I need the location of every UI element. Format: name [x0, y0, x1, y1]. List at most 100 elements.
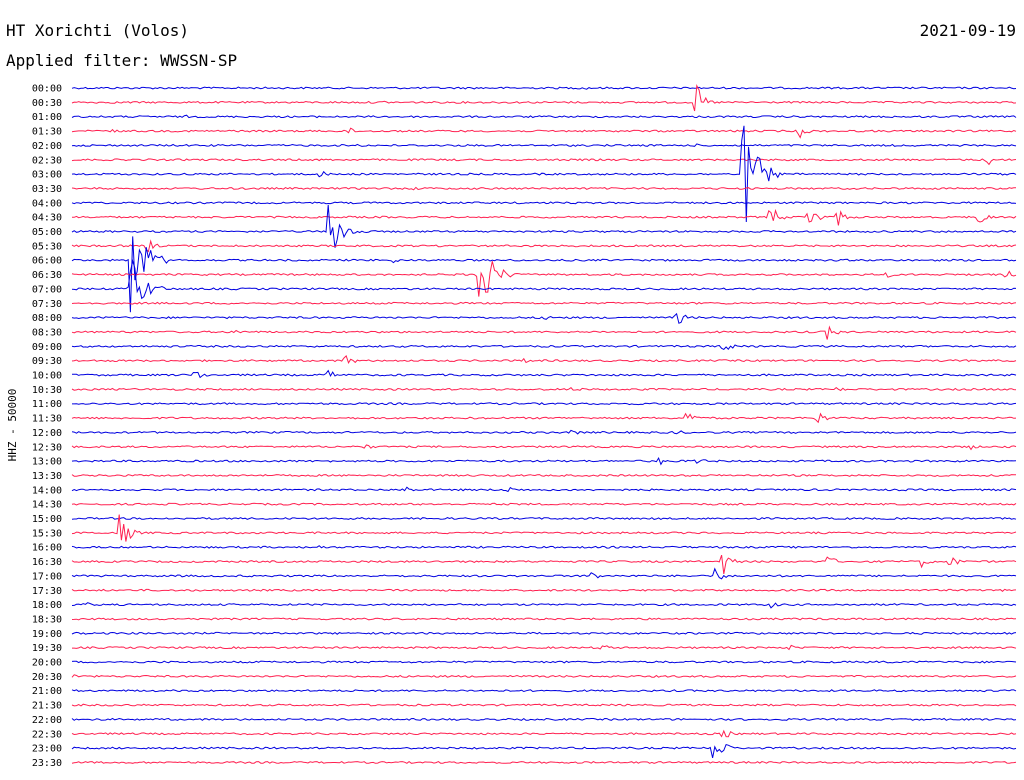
time-label: 03:30 — [32, 184, 62, 195]
time-label: 06:00 — [32, 256, 62, 267]
time-label: 08:30 — [32, 327, 62, 338]
trace-line — [71, 689, 1017, 693]
time-label: 18:00 — [32, 600, 62, 611]
time-label: 13:00 — [32, 457, 62, 468]
trace-line — [71, 502, 1017, 506]
trace-line — [71, 412, 1017, 424]
trace-line — [71, 602, 1017, 609]
trace-line — [71, 354, 1017, 364]
trace-line — [71, 261, 1017, 297]
time-label: 09:30 — [32, 356, 62, 367]
trace-line — [71, 259, 1017, 300]
trace-line — [71, 201, 1017, 205]
time-label: 14:00 — [32, 485, 62, 496]
time-label: 18:30 — [32, 614, 62, 625]
trace-line — [71, 588, 1017, 592]
time-label: 20:00 — [32, 658, 62, 669]
trace-line — [71, 301, 1017, 305]
time-label: 12:00 — [32, 428, 62, 439]
trace-line — [72, 644, 1017, 651]
trace-line — [71, 717, 1017, 721]
time-label: 10:30 — [32, 385, 62, 396]
trace-line — [71, 514, 1017, 542]
time-label: 15:30 — [32, 528, 62, 539]
time-label: 02:30 — [32, 155, 62, 166]
trace-line — [72, 402, 1017, 406]
time-label: 12:30 — [32, 442, 62, 453]
trace-line — [71, 486, 1017, 493]
trace-line — [71, 83, 1017, 112]
time-label: 17:00 — [32, 571, 62, 582]
trace-line — [71, 674, 1017, 678]
time-label: 07:30 — [32, 299, 62, 310]
time-label: 11:00 — [32, 399, 62, 410]
trace-line — [71, 617, 1017, 621]
time-label: 22:30 — [32, 729, 62, 740]
time-label: 10:00 — [32, 371, 62, 382]
time-label: 16:30 — [32, 557, 62, 568]
trace-line — [71, 567, 1017, 580]
trace-line — [71, 325, 1017, 340]
trace-line — [71, 239, 1017, 253]
trace-rows — [71, 83, 1017, 764]
trace-line — [71, 429, 1017, 435]
station-title: HT Xorichti (Volos) — [6, 21, 189, 40]
trace-line — [71, 186, 1016, 191]
time-label: 23:00 — [32, 744, 62, 755]
time-label: 01:30 — [32, 127, 62, 138]
trace-line — [71, 204, 1017, 248]
time-label: 05:00 — [32, 227, 62, 238]
time-label: 17:30 — [32, 586, 62, 597]
trace-line — [71, 386, 1017, 392]
time-label: 06:30 — [32, 270, 62, 281]
trace-line — [71, 545, 1017, 549]
trace-line — [71, 125, 1017, 223]
time-label: 15:00 — [32, 514, 62, 525]
trace-line — [71, 703, 1017, 707]
time-label: 04:00 — [32, 198, 62, 209]
time-label: 21:30 — [32, 701, 62, 712]
trace-line — [71, 143, 1017, 147]
filter-label: Applied filter: WWSSN-SP — [6, 51, 237, 70]
date-label: 2021-09-19 — [920, 21, 1016, 40]
trace-line — [71, 236, 1017, 313]
time-label: 00:00 — [32, 84, 62, 95]
time-label: 01:00 — [32, 112, 62, 123]
trace-line — [71, 127, 1017, 139]
trace-line — [71, 660, 1017, 664]
time-label: 11:30 — [32, 414, 62, 425]
trace-line — [72, 208, 1017, 226]
time-label: 03:00 — [32, 170, 62, 181]
trace-line — [71, 760, 1017, 764]
trace-line — [71, 456, 1017, 466]
time-label: 04:30 — [32, 213, 62, 224]
time-label: 19:30 — [32, 643, 62, 654]
trace-line — [71, 158, 1017, 166]
trace-line — [71, 114, 1017, 119]
time-label: 02:00 — [32, 141, 62, 152]
time-label: 16:00 — [32, 543, 62, 554]
trace-line — [71, 517, 1017, 521]
time-label: 19:00 — [32, 629, 62, 640]
time-label: 22:00 — [32, 715, 62, 726]
trace-line — [71, 474, 1017, 477]
time-label: 08:00 — [32, 313, 62, 324]
trace-line — [71, 444, 1017, 451]
trace-line — [71, 344, 1017, 351]
time-label: 21:00 — [32, 686, 62, 697]
y-axis-label: HHZ - 50000 — [6, 389, 19, 462]
time-label: 20:30 — [32, 672, 62, 683]
trace-line — [71, 554, 1017, 574]
trace-line — [71, 631, 1017, 635]
time-label: 23:30 — [32, 758, 62, 769]
trace-line — [71, 312, 1017, 324]
time-label: 13:30 — [32, 471, 62, 482]
time-label: 05:30 — [32, 241, 62, 252]
trace-line — [71, 744, 1017, 759]
time-label: 07:00 — [32, 284, 62, 295]
time-label: 00:30 — [32, 98, 62, 109]
trace-line — [71, 729, 1017, 738]
time-labels: 00:00 00:30 01:00 01:30 02:00 02:30 03:00 03:30… — [32, 84, 62, 769]
trace-line — [71, 369, 1017, 379]
